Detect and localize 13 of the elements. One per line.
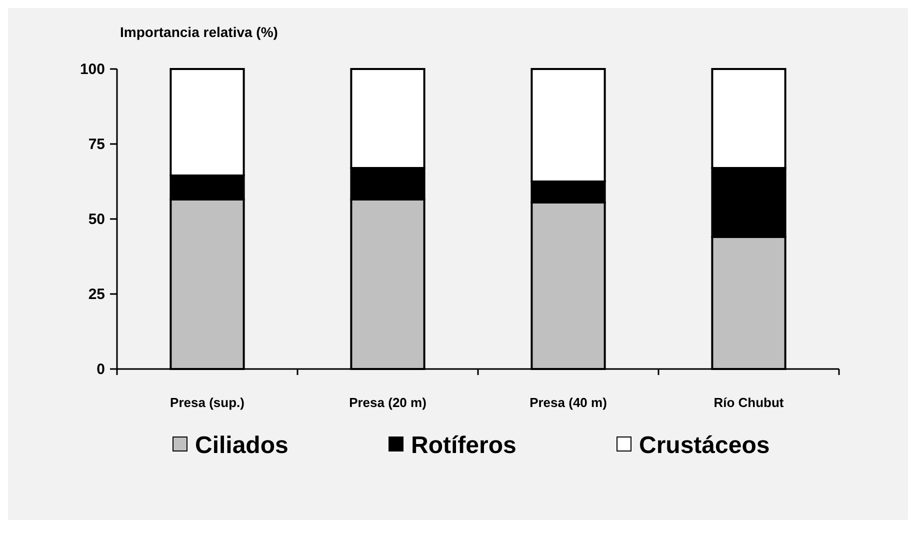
x-tick-label: Presa (20 m): [349, 395, 426, 410]
y-tick-label: 0: [96, 361, 105, 378]
y-tick-label: 50: [88, 211, 105, 228]
y-axis-title: Importancia relativa (%): [120, 24, 278, 40]
y-tick-label: 25: [88, 286, 105, 303]
y-tick-label: 75: [88, 136, 105, 153]
x-tick-label: Río Chubut: [714, 395, 784, 410]
x-tick-label: Presa (sup.): [170, 395, 244, 410]
legend-label: Rotíferos: [411, 432, 516, 459]
legend-label: Ciliados: [195, 432, 288, 459]
x-tick-label: Presa (40 m): [530, 395, 607, 410]
legend-label: Crustáceos: [639, 432, 770, 459]
y-tick-label: 100: [80, 61, 105, 78]
